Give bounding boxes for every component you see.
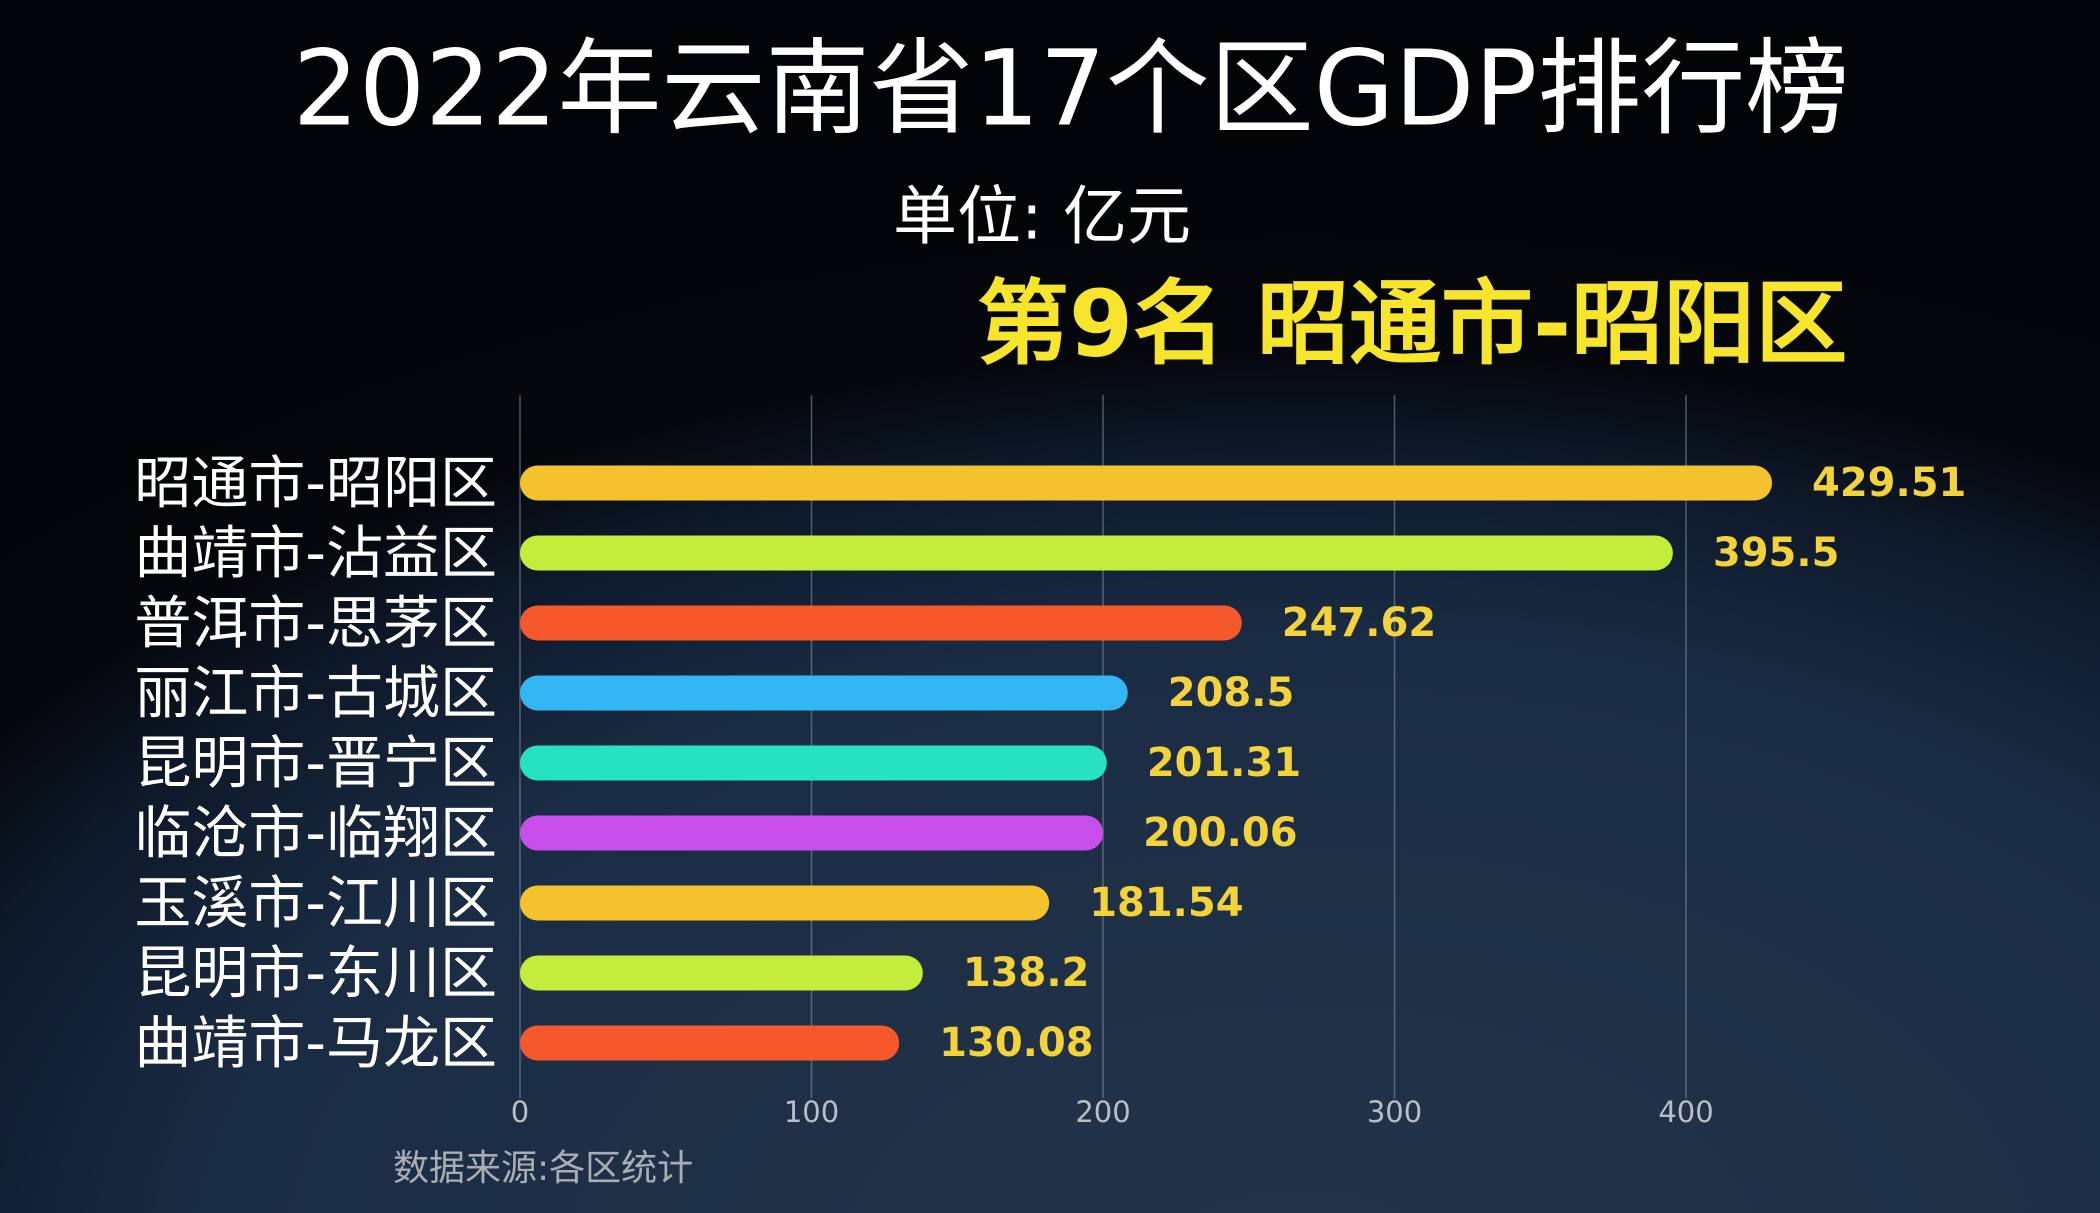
value-label: 208.5	[1168, 670, 1295, 716]
subtitle: 单位: 亿元	[893, 181, 1191, 255]
y-tick-label: 玉溪市-江川区	[134, 871, 497, 937]
x-tick-label: 400	[1658, 1095, 1713, 1129]
bar	[520, 465, 1773, 501]
bar	[520, 1025, 900, 1061]
value-label: 247.62	[1282, 600, 1436, 646]
bar	[520, 745, 1107, 781]
value-label: 138.2	[963, 950, 1090, 996]
x-tick-label: 300	[1367, 1095, 1422, 1129]
x-tick-label: 100	[784, 1095, 839, 1129]
bar	[520, 605, 1242, 641]
value-label: 429.51	[1812, 460, 1966, 506]
y-tick-label: 昆明市-东川区	[134, 941, 497, 1007]
y-tick-label: 曲靖市-沾益区	[134, 521, 497, 587]
x-tick-label: 0	[511, 1095, 529, 1129]
y-tick-label: 昭通市-昭阳区	[134, 451, 497, 517]
bar	[520, 955, 923, 991]
x-tick-label: 200	[1075, 1095, 1130, 1129]
bar	[520, 535, 1673, 571]
y-tick-label: 普洱市-思茅区	[134, 591, 497, 657]
y-tick-label: 曲靖市-马龙区	[134, 1011, 497, 1077]
y-tick-label: 昆明市-晋宁区	[134, 731, 497, 797]
value-label: 395.5	[1713, 530, 1840, 576]
bar	[520, 815, 1104, 851]
annotation: 第9名 昭通市-昭阳区	[977, 270, 1847, 377]
value-label: 201.31	[1147, 740, 1301, 786]
value-label: 200.06	[1143, 810, 1297, 856]
y-tick-label: 临沧市-临翔区	[134, 801, 497, 867]
value-label: 130.08	[939, 1020, 1093, 1066]
bar	[520, 885, 1050, 921]
value-label: 181.54	[1089, 880, 1243, 926]
source: 数据来源:各区统计	[393, 1148, 693, 1189]
y-tick-label: 丽江市-古城区	[134, 661, 497, 727]
bar	[520, 675, 1128, 711]
chart-title: 2022年云南省17个区GDP排行榜	[293, 27, 1849, 149]
